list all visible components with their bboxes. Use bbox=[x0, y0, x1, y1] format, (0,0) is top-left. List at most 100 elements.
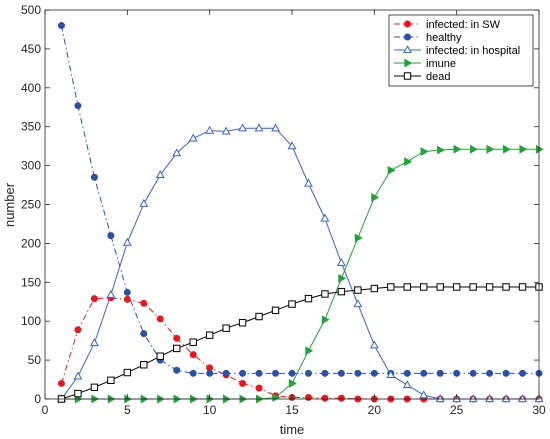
data-point bbox=[354, 369, 362, 377]
y-tick-label: 500 bbox=[21, 3, 41, 17]
data-point bbox=[321, 394, 329, 402]
data-point bbox=[107, 376, 115, 385]
data-point bbox=[354, 233, 363, 243]
data-point bbox=[501, 394, 511, 403]
data-point bbox=[354, 286, 362, 294]
data-point bbox=[287, 141, 297, 150]
data-point bbox=[453, 369, 461, 377]
y-tick-label: 50 bbox=[28, 353, 42, 367]
y-tick-label: 400 bbox=[21, 81, 41, 95]
data-point bbox=[189, 369, 197, 377]
data-point bbox=[403, 369, 411, 377]
data-point bbox=[173, 366, 181, 374]
data-point bbox=[435, 394, 445, 403]
x-tick-label: 30 bbox=[532, 403, 546, 417]
data-point bbox=[337, 394, 345, 402]
data-point bbox=[173, 344, 181, 353]
data-point bbox=[321, 369, 329, 377]
data-point bbox=[74, 326, 82, 334]
data-point bbox=[140, 299, 148, 307]
data-point bbox=[271, 123, 280, 132]
data-point bbox=[337, 369, 345, 377]
data-point bbox=[519, 144, 528, 154]
data-point bbox=[155, 170, 165, 179]
data-point bbox=[502, 369, 510, 377]
data-point bbox=[106, 289, 116, 298]
data-point bbox=[337, 287, 346, 296]
data-point bbox=[172, 148, 182, 157]
data-point bbox=[206, 369, 214, 377]
y-tick-label: 100 bbox=[21, 314, 41, 328]
x-axis-title: time bbox=[280, 422, 305, 437]
series-layer bbox=[57, 22, 544, 404]
data-point bbox=[122, 237, 132, 246]
data-point bbox=[205, 331, 214, 339]
data-point bbox=[239, 379, 247, 387]
legend-item: healthy bbox=[394, 32, 462, 44]
y-tick-label: 0 bbox=[34, 392, 41, 406]
legend-label: infected: in SW bbox=[426, 19, 501, 31]
data-point bbox=[387, 283, 395, 291]
data-point bbox=[156, 352, 164, 360]
legend-item: infected: in SW bbox=[394, 19, 501, 31]
data-point bbox=[420, 147, 429, 157]
data-point bbox=[336, 258, 346, 266]
legend-item: infected: in hospital bbox=[394, 45, 520, 57]
data-point bbox=[485, 394, 495, 403]
data-point bbox=[436, 283, 444, 291]
data-point bbox=[140, 330, 148, 338]
data-point bbox=[221, 126, 231, 135]
data-point bbox=[469, 369, 477, 377]
data-point bbox=[304, 294, 313, 303]
legend-label: imune bbox=[426, 58, 456, 70]
y-tick-label: 250 bbox=[21, 198, 41, 212]
data-point bbox=[173, 334, 181, 342]
x-tick-label: 0 bbox=[42, 403, 49, 417]
data-point bbox=[486, 369, 494, 377]
data-point bbox=[437, 145, 446, 155]
data-point bbox=[288, 300, 296, 308]
data-point bbox=[370, 369, 378, 377]
y-tick-label: 300 bbox=[21, 159, 41, 173]
data-point bbox=[338, 273, 347, 283]
data-point bbox=[271, 306, 280, 315]
y-tick-label: 450 bbox=[21, 42, 41, 56]
data-point bbox=[436, 369, 444, 377]
data-point bbox=[189, 338, 197, 346]
data-point bbox=[485, 283, 494, 291]
data-point bbox=[370, 284, 379, 293]
legend-label: dead bbox=[426, 71, 450, 83]
y-tick-label: 200 bbox=[21, 236, 41, 250]
data-point bbox=[238, 319, 247, 327]
data-point bbox=[371, 193, 380, 202]
data-point bbox=[74, 389, 82, 398]
data-point bbox=[502, 144, 511, 154]
data-point bbox=[239, 369, 247, 377]
data-point bbox=[123, 368, 132, 377]
y-tick-label: 150 bbox=[21, 275, 41, 289]
data-point bbox=[304, 178, 313, 187]
data-point bbox=[123, 288, 131, 296]
data-point bbox=[57, 22, 65, 30]
data-point bbox=[518, 394, 527, 403]
x-tick-label: 10 bbox=[203, 403, 217, 417]
data-point bbox=[402, 380, 412, 389]
data-point bbox=[502, 283, 510, 291]
x-tick-label: 25 bbox=[450, 403, 464, 417]
data-point bbox=[304, 393, 312, 401]
data-point bbox=[304, 369, 312, 377]
data-point bbox=[107, 232, 115, 240]
data-point bbox=[288, 378, 297, 388]
legend-label: healthy bbox=[426, 32, 462, 44]
y-axis-title: number bbox=[2, 182, 17, 227]
data-point bbox=[140, 361, 148, 369]
data-point bbox=[535, 144, 544, 154]
data-point bbox=[222, 369, 230, 377]
data-point bbox=[386, 370, 396, 378]
data-point bbox=[238, 123, 248, 132]
data-point bbox=[188, 133, 198, 142]
data-point bbox=[205, 125, 215, 134]
data-point bbox=[419, 390, 429, 399]
